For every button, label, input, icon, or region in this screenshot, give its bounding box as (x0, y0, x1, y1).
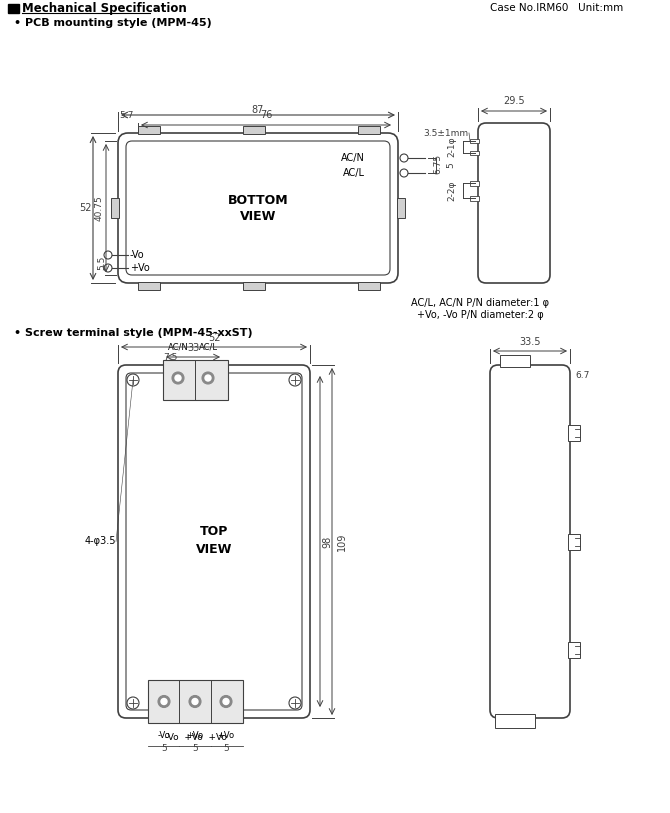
Bar (163, 360, 228, 400)
Text: AC/L: AC/L (198, 343, 218, 352)
Text: BOTTOM: BOTTOM (228, 193, 288, 207)
FancyBboxPatch shape (126, 141, 390, 275)
Text: AC/N: AC/N (168, 343, 188, 352)
Circle shape (158, 695, 170, 707)
Text: -Vo: -Vo (157, 731, 170, 740)
Text: 52: 52 (208, 333, 220, 343)
Circle shape (220, 695, 232, 707)
Text: 6.75: 6.75 (433, 154, 442, 173)
Text: • PCB mounting style (MPM-45): • PCB mounting style (MPM-45) (14, 18, 212, 28)
FancyBboxPatch shape (118, 133, 398, 283)
Circle shape (223, 698, 229, 705)
Bar (470, 151, 479, 155)
FancyBboxPatch shape (478, 123, 550, 283)
Text: 109: 109 (337, 533, 347, 550)
Bar (8, 4, 19, 13)
Bar (568, 425, 580, 441)
Text: VIEW: VIEW (240, 210, 276, 223)
Text: AC/L: AC/L (343, 168, 365, 178)
Text: 33.5: 33.5 (519, 337, 541, 347)
Text: VIEW: VIEW (196, 543, 232, 556)
Bar (138, 126, 160, 134)
Bar (568, 642, 580, 658)
Text: 5: 5 (446, 163, 455, 168)
Bar (111, 198, 119, 218)
Text: 5: 5 (223, 744, 229, 753)
Text: 7.5: 7.5 (163, 353, 177, 362)
Bar (568, 533, 580, 550)
Circle shape (172, 372, 184, 384)
Text: 33: 33 (187, 343, 199, 353)
Text: AC/N: AC/N (341, 153, 365, 163)
Text: 4-φ3.5: 4-φ3.5 (84, 537, 116, 546)
Text: 5.7: 5.7 (119, 111, 133, 120)
Text: -Vo  +Vo  +Vo: -Vo +Vo +Vo (165, 733, 226, 742)
Text: +Vo: +Vo (218, 731, 234, 740)
Text: 2-2φ: 2-2φ (447, 180, 456, 201)
Bar (470, 181, 479, 186)
Text: Case No.IRM60   Unit:mm: Case No.IRM60 Unit:mm (490, 3, 623, 14)
Text: +Vo, -Vo P/N diameter:2 φ: +Vo, -Vo P/N diameter:2 φ (417, 310, 543, 320)
Text: AC/L, AC/N P/N diameter:1 φ: AC/L, AC/N P/N diameter:1 φ (411, 298, 549, 308)
Circle shape (192, 698, 198, 705)
Bar (138, 282, 160, 290)
Bar (397, 198, 405, 218)
Text: • Screw terminal style (MPM-45-xxST): • Screw terminal style (MPM-45-xxST) (14, 328, 253, 338)
Text: +Vo: +Vo (130, 263, 150, 273)
FancyBboxPatch shape (126, 373, 302, 710)
Circle shape (161, 698, 167, 705)
Bar (470, 139, 479, 143)
Text: 3.5±1mm: 3.5±1mm (423, 128, 468, 137)
Circle shape (202, 372, 214, 384)
Circle shape (189, 695, 201, 707)
Text: 40.75: 40.75 (95, 195, 104, 221)
FancyBboxPatch shape (490, 365, 570, 718)
Bar (243, 282, 265, 290)
Text: 29.5: 29.5 (503, 96, 525, 106)
Text: TOP: TOP (200, 525, 228, 538)
Text: 6.7: 6.7 (575, 371, 590, 380)
Text: 52: 52 (79, 203, 91, 213)
Text: Mechanical Specification: Mechanical Specification (22, 2, 187, 15)
Bar (500, 355, 530, 367)
Text: 2-1φ: 2-1φ (447, 137, 456, 157)
Text: 76: 76 (260, 110, 272, 120)
Bar (495, 714, 535, 728)
Text: 98: 98 (322, 536, 332, 548)
Bar (243, 126, 265, 134)
Text: 5: 5 (192, 744, 198, 753)
Bar (470, 196, 479, 201)
Text: 87: 87 (252, 105, 264, 115)
FancyBboxPatch shape (118, 365, 310, 718)
Bar (358, 126, 380, 134)
Text: -Vo: -Vo (130, 250, 145, 260)
Text: +Vo: +Vo (186, 731, 204, 740)
Text: 5: 5 (161, 744, 167, 753)
Circle shape (205, 375, 211, 381)
Circle shape (175, 375, 181, 381)
Bar (148, 680, 243, 723)
Bar (358, 282, 380, 290)
Text: 5.5: 5.5 (97, 256, 106, 270)
